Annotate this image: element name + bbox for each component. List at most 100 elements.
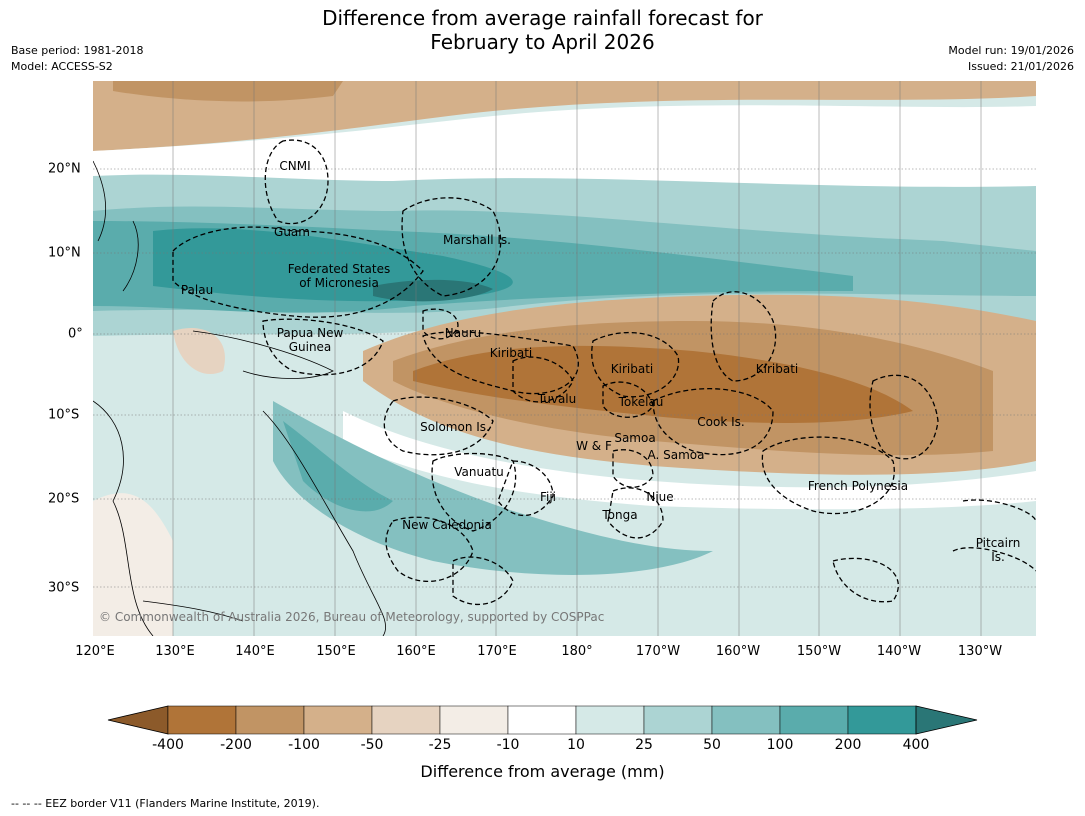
place-png-line1: Papua New bbox=[276, 326, 344, 340]
place-vanuatu: Vanuatu bbox=[454, 465, 504, 479]
lon-label-120e: 120°E bbox=[75, 644, 115, 659]
place-guam: Guam bbox=[274, 225, 310, 239]
southwest-dry bbox=[93, 493, 173, 636]
place-tuvalu: Tuvalu bbox=[537, 392, 577, 406]
lon-label-160e: 160°E bbox=[396, 644, 436, 659]
colorbar-segment bbox=[575, 705, 645, 735]
colorbar-extend-low bbox=[107, 705, 169, 735]
issued-date: Issued: 21/01/2026 bbox=[967, 60, 1074, 73]
place-kiribati-central: Kiribati bbox=[610, 362, 654, 376]
north-white-gap bbox=[93, 105, 1036, 194]
colorbar-tick-label: 200 bbox=[834, 737, 862, 753]
lon-label-180: 180° bbox=[561, 644, 593, 659]
dry-tongue-core bbox=[413, 345, 913, 423]
place-fsm-line1: Federated States bbox=[287, 262, 391, 276]
meridians bbox=[172, 81, 982, 636]
west-dry-pocket bbox=[173, 327, 225, 375]
lat-label-10s: 10°S bbox=[48, 407, 80, 423]
place-tokelau: Tokelau bbox=[618, 395, 664, 409]
meta-left: Base period: 1981-2018 Model: ACCESS-S2 bbox=[11, 43, 143, 75]
title-line-2: February to April 2026 bbox=[430, 30, 655, 54]
meta-right: Model run: 19/01/2026 Issued: 21/01/2026 bbox=[948, 43, 1074, 75]
colorbar-tick-label: -25 bbox=[428, 737, 452, 753]
colorbar-tick-label: -200 bbox=[220, 737, 252, 753]
eez-borders bbox=[172, 139, 1036, 606]
lon-label-160w: 160°W bbox=[715, 644, 761, 659]
lon-label-170w: 170°W bbox=[635, 644, 681, 659]
colorbar-segment bbox=[235, 705, 305, 735]
lon-label-150e: 150°E bbox=[316, 644, 356, 659]
colorbar-segment bbox=[167, 705, 237, 735]
colorbar-tick-label: -10 bbox=[496, 737, 520, 753]
colorbar-segment bbox=[507, 705, 577, 735]
colorbar-tick-label: 400 bbox=[902, 737, 930, 753]
colorbar-tick-label: 25 bbox=[635, 737, 653, 753]
lon-label-130w: 130°W bbox=[957, 644, 1003, 659]
colorbar-segment bbox=[779, 705, 849, 735]
colorbar bbox=[107, 705, 978, 735]
colorbar-segment bbox=[371, 705, 441, 735]
place-tonga: Tonga bbox=[602, 508, 638, 522]
colorbar-segment bbox=[439, 705, 509, 735]
north-dry-band bbox=[93, 81, 1036, 151]
place-niue: Niue bbox=[646, 490, 674, 504]
lat-label-10n: 10°N bbox=[48, 245, 81, 261]
place-solomon: Solomon Is. bbox=[420, 420, 490, 434]
base-period: Base period: 1981-2018 bbox=[11, 44, 144, 57]
place-cnmi: CNMI bbox=[279, 159, 311, 173]
colorbar-segment bbox=[303, 705, 373, 735]
lat-label-0: 0° bbox=[68, 326, 83, 342]
eez-footnote: -- -- -- EEZ border V11 (Flanders Marine… bbox=[11, 797, 320, 810]
colorbar-tick-label: 50 bbox=[703, 737, 721, 753]
colorbar-tick-label: -100 bbox=[288, 737, 320, 753]
south-wet-patch bbox=[273, 401, 713, 575]
copyright-notice: © Commonwealth of Australia 2026, Bureau… bbox=[99, 610, 605, 624]
north-dry-core bbox=[113, 81, 343, 102]
place-kiribati-east: Kiribati bbox=[755, 362, 799, 376]
model-name: Model: ACCESS-S2 bbox=[11, 60, 113, 73]
place-pitcairn-line2: Is. bbox=[991, 550, 1005, 564]
place-palau: Palau bbox=[180, 283, 214, 297]
colorbar-segment bbox=[711, 705, 781, 735]
place-png-line2: Guinea bbox=[288, 340, 332, 354]
rainfall-map bbox=[93, 81, 1036, 636]
colorbar-segment bbox=[643, 705, 713, 735]
lat-label-20s: 20°S bbox=[48, 491, 80, 507]
place-asamoa: A. Samoa bbox=[647, 448, 705, 462]
colorbar-extend-high bbox=[915, 705, 978, 735]
south-wet-core bbox=[283, 421, 393, 512]
colorbar-label: Difference from average (mm) bbox=[420, 762, 665, 781]
colorbar-tick-label: -50 bbox=[360, 737, 384, 753]
place-png: Papua New Guinea bbox=[277, 326, 344, 354]
place-samoa: Samoa bbox=[614, 431, 656, 445]
colorbar-segments bbox=[107, 705, 978, 735]
place-french-polynesia: French Polynesia bbox=[807, 479, 909, 493]
place-wf: W & F bbox=[576, 439, 612, 453]
place-pitcairn: Pitcairn Is. bbox=[976, 536, 1021, 564]
place-nauru: Nauru bbox=[444, 326, 482, 340]
lon-label-140e: 140°E bbox=[235, 644, 275, 659]
model-run: Model run: 19/01/2026 bbox=[948, 44, 1074, 57]
colorbar-tick-label: -400 bbox=[152, 737, 184, 753]
place-fiji: Fiji bbox=[539, 490, 557, 504]
place-fsm: Federated States of Micronesia bbox=[288, 262, 390, 290]
lon-label-150w: 150°W bbox=[796, 644, 842, 659]
lat-label-20n: 20°N bbox=[48, 161, 81, 177]
place-new-caledonia: New Caledonia bbox=[402, 518, 492, 532]
place-fsm-line2: of Micronesia bbox=[299, 276, 379, 290]
lon-label-130e: 130°E bbox=[155, 644, 195, 659]
colorbar-tick-label: 10 bbox=[567, 737, 585, 753]
coastlines bbox=[93, 160, 387, 636]
place-kiribati-west: Kiribati bbox=[489, 346, 533, 360]
lon-label-140w: 140°W bbox=[876, 644, 922, 659]
colorbar-tick-label: 100 bbox=[766, 737, 794, 753]
lat-label-30s: 30°S bbox=[48, 580, 80, 596]
place-marshall: Marshall Is. bbox=[443, 233, 511, 247]
place-cook: Cook Is. bbox=[697, 415, 745, 429]
map-title: Difference from average rainfall forecas… bbox=[0, 6, 1085, 54]
place-pitcairn-line1: Pitcairn bbox=[975, 536, 1021, 550]
south-white-gap bbox=[343, 411, 1036, 510]
title-line-1: Difference from average rainfall forecas… bbox=[322, 6, 763, 30]
colorbar-segment bbox=[847, 705, 917, 735]
lon-label-170e: 170°E bbox=[477, 644, 517, 659]
